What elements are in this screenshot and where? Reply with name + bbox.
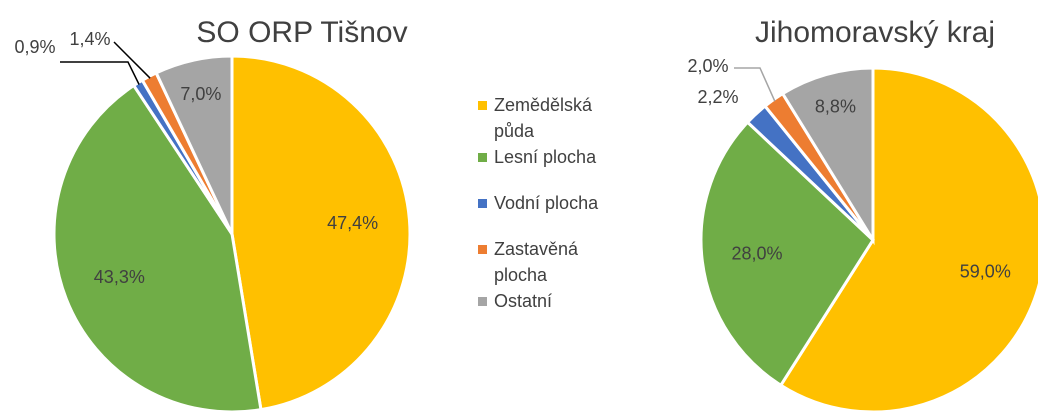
- data-label: 59,0%: [960, 261, 1011, 281]
- legend-item: Zemědělská půda: [478, 92, 606, 144]
- leader-line: [734, 67, 776, 102]
- data-label: 1,4%: [69, 29, 110, 49]
- data-label: 2,0%: [687, 56, 728, 76]
- legend: Zemědělská půda Lesní plocha Vodní plocha Z…: [478, 92, 606, 314]
- legend-label: Vodní plocha: [494, 193, 599, 213]
- legend-label: Zemědělská půda: [494, 95, 593, 141]
- pie-slice: [699, 120, 875, 388]
- data-label: 0,9%: [14, 37, 55, 57]
- leader-line: [60, 61, 140, 85]
- pie-slice: [780, 66, 875, 246]
- legend-swatch: [478, 153, 487, 162]
- leader-line: [113, 41, 151, 79]
- data-label: 47,4%: [327, 213, 378, 233]
- legend-swatch: [478, 245, 487, 254]
- legend-item: Lesní plocha: [478, 144, 606, 170]
- data-label: 7,0%: [180, 84, 221, 104]
- pie-slice: [230, 54, 412, 412]
- legend-label: Zastavěná plocha: [494, 239, 579, 285]
- data-label: 2,2%: [697, 87, 738, 107]
- data-label: 8,8%: [815, 96, 856, 116]
- data-label: 28,0%: [731, 243, 782, 263]
- data-label: 43,3%: [94, 267, 145, 287]
- legend-label: Lesní plocha: [494, 147, 597, 167]
- pie-slice: [154, 54, 234, 235]
- legend-item: Ostatní: [478, 288, 606, 314]
- pie-slice: [52, 83, 263, 412]
- legend-swatch: [478, 199, 487, 208]
- legend-item: Zastavěná plocha: [478, 236, 606, 288]
- chart-title: SO ORP Tišnov: [196, 16, 407, 49]
- legend-item: Vodní plocha: [478, 190, 606, 216]
- chart-title: Jihomoravský kraj: [755, 16, 995, 49]
- legend-swatch: [478, 101, 487, 110]
- legend-label: Ostatní: [494, 291, 553, 311]
- legend-swatch: [478, 297, 487, 306]
